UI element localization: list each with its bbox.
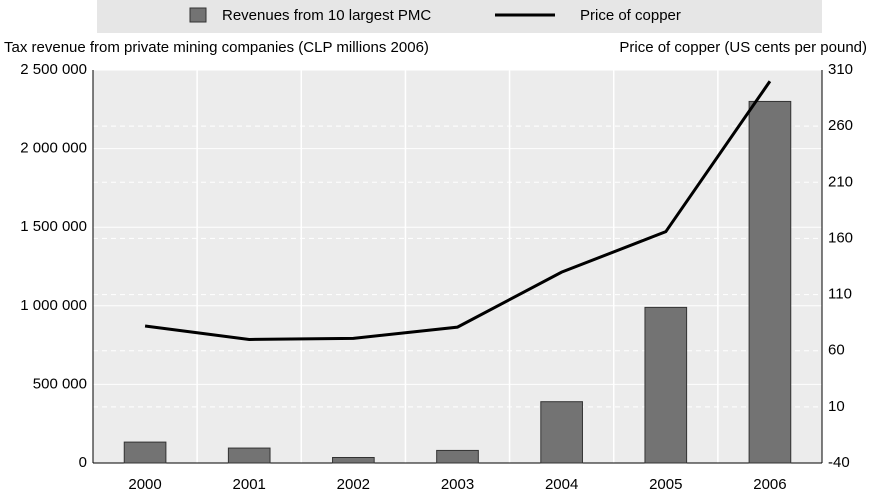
y2-tick-label: 10: [828, 398, 845, 415]
legend-label: Price of copper: [580, 7, 681, 24]
x-tick-label: 2001: [233, 476, 266, 493]
y-tick-label: 500 000: [33, 375, 87, 392]
x-tick-label: 2003: [441, 476, 474, 493]
y-tick-label: 2 000 000: [20, 140, 87, 157]
x-tick-label: 2004: [545, 476, 578, 493]
y-tick-label: 1 500 000: [20, 218, 87, 235]
y2-tick-label: -40: [828, 454, 850, 471]
bar: [123, 441, 167, 464]
bar: [540, 401, 583, 464]
y-axis-title: Tax revenue from private mining companie…: [4, 39, 429, 56]
bar: [748, 100, 792, 464]
x-tick-label: 2006: [753, 476, 786, 493]
y-tick-label: 1 000 000: [20, 297, 87, 314]
legend-box: [97, 0, 822, 33]
legend-label: Revenues from 10 largest PMC: [222, 7, 431, 24]
x-tick-label: 2005: [649, 476, 682, 493]
bar: [644, 306, 688, 464]
bar: [436, 449, 479, 464]
plot-area: [93, 70, 822, 463]
bar: [227, 447, 271, 464]
y2-tick-label: 110: [828, 286, 852, 303]
y2-tick-label: 210: [828, 173, 853, 190]
x-tick-label: 2000: [128, 476, 161, 493]
y-tick-label: 2 500 000: [20, 61, 87, 78]
y2-tick-label: 310: [828, 61, 853, 78]
y2-tick-label: 60: [828, 342, 845, 359]
y2-tick-label: 160: [828, 229, 853, 246]
bar: [332, 456, 375, 464]
y2-tick-label: 260: [828, 117, 853, 134]
y-tick-label: 0: [79, 454, 87, 471]
x-tick-label: 2002: [337, 476, 370, 493]
legend-swatch: [189, 7, 207, 23]
y2-axis-title: Price of copper (US cents per pound): [619, 39, 867, 56]
line: [144, 80, 772, 341]
